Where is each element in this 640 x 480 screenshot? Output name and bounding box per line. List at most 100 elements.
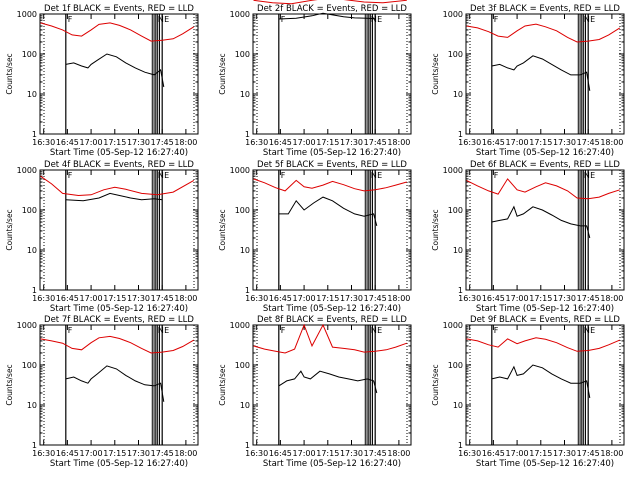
y-tick-label: 10 [453,401,463,410]
y-tick-label: 10 [240,90,250,99]
y-tick-label: 10 [27,246,37,255]
y-tick-label: 100 [235,361,250,370]
plot-frame [39,169,199,291]
x-tick-label: 17:00 [80,294,103,303]
event-marker-label: E [590,171,595,180]
panel-title: Det 5f BLACK = Events, RED = LLD [257,160,407,170]
x-tick-label: 17:15 [316,294,339,303]
y-tick-label: 100 [448,206,463,215]
x-axis-label: Start Time (05-Sep-12 16:27:40) [50,304,188,314]
chart-panel: Det 9f BLACK = Events, RED = LLD 1 10 100 10… [431,315,625,469]
plot-frame [252,13,412,135]
y-tick-label: 1 [458,286,463,295]
y-tick-label: 1000 [443,166,463,175]
x-tick-label: 17:30 [553,138,576,147]
x-tick-label: 17:00 [293,294,316,303]
y-tick-label: 1000 [230,321,250,330]
plot-frame [465,13,625,135]
event-marker-label: E [164,171,169,180]
x-axis-label: Start Time (05-Sep-12 16:27:40) [50,459,188,469]
y-tick-label: 100 [22,50,37,59]
x-tick-label: 17:30 [340,449,363,458]
y-tick-label: 100 [235,50,250,59]
lld-series-line [40,22,195,42]
events-series-line [65,53,165,88]
lld-series-line [466,337,620,352]
x-tick-label: 17:30 [340,294,363,303]
event-marker-label: E [377,15,382,24]
x-axis-label: Start Time (05-Sep-12 16:27:40) [50,148,188,158]
x-axis-label: Start Time (05-Sep-12 16:27:40) [263,304,401,314]
y-axis-label: Counts/sec [5,364,14,405]
events-series-line [278,370,378,394]
x-tick-label: 16:30 [245,294,268,303]
plot-frame [252,169,412,291]
x-tick-label: 17:00 [506,138,529,147]
lld-series-line [253,178,407,192]
chart-panel: Det 1f BLACK = Events, RED = LLD 1 10 100 10… [5,4,199,158]
chart-panel: Det 7f BLACK = Events, RED = LLD 1 10 100 10… [5,315,199,469]
event-marker-label: E [377,326,382,335]
x-tick-label: 17:45 [577,449,600,458]
x-tick-label: 17:30 [127,449,150,458]
y-tick-label: 10 [453,90,463,99]
event-marker-label: F [281,15,286,24]
x-tick-label: 17:15 [529,294,552,303]
y-axis-label: Counts/sec [218,209,227,250]
panel-title: Det 9f BLACK = Events, RED = LLD [470,315,620,325]
x-tick-label: 18:00 [387,138,410,147]
event-marker-label: F [281,171,286,180]
x-axis-label: Start Time (05-Sep-12 16:27:40) [476,459,614,469]
x-tick-label: 17:30 [553,294,576,303]
x-tick-label: 16:30 [458,294,481,303]
y-axis-label: Counts/sec [431,364,440,405]
x-tick-label: 17:00 [293,449,316,458]
y-tick-label: 100 [235,206,250,215]
lld-series-line [253,323,407,354]
x-tick-label: 16:30 [458,449,481,458]
chart-panel: Det 8f BLACK = Events, RED = LLD 1 10 100 10… [218,315,412,469]
plot-frame [465,169,625,291]
y-tick-label: 100 [22,361,37,370]
x-tick-label: 16:30 [32,138,55,147]
event-marker-label: F [281,326,286,335]
x-tick-label: 16:45 [482,449,505,458]
lld-series-line [466,23,621,43]
x-tick-label: 16:45 [482,138,505,147]
x-tick-label: 17:45 [364,294,387,303]
panel-title: Det 8f BLACK = Events, RED = LLD [257,315,407,325]
y-axis-label: Counts/sec [218,53,227,94]
x-tick-label: 17:45 [151,138,174,147]
x-axis-label: Start Time (05-Sep-12 16:27:40) [476,148,614,158]
y-tick-label: 1 [32,286,37,295]
x-tick-label: 16:30 [458,138,481,147]
x-axis-label: Start Time (05-Sep-12 16:27:40) [263,148,401,158]
plot-frame [252,324,412,446]
event-marker-label: E [590,326,595,335]
events-series-line [491,364,591,399]
y-tick-label: 1000 [17,10,37,19]
x-tick-label: 17:30 [127,138,150,147]
event-marker-label: N [584,15,590,24]
y-tick-label: 1000 [443,321,463,330]
y-tick-label: 1 [245,286,250,295]
x-tick-label: 16:30 [245,449,268,458]
x-tick-label: 17:00 [506,449,529,458]
x-tick-label: 16:30 [245,138,268,147]
y-tick-label: 10 [240,246,250,255]
chart-panel: Det 4f BLACK = Events, RED = LLD 1 10 100 10… [5,160,199,314]
event-marker-label: F [68,326,73,335]
event-marker-label: E [164,15,169,24]
event-marker-label: N [371,171,377,180]
x-tick-label: 17:45 [364,138,387,147]
x-tick-label: 18:00 [600,294,623,303]
x-tick-label: 16:45 [269,449,292,458]
x-tick-label: 18:00 [387,449,410,458]
chart-panel: Det 3f BLACK = Events, RED = LLD 1 10 100 10… [431,4,625,158]
x-tick-label: 17:45 [151,449,174,458]
y-tick-label: 1 [245,130,250,139]
event-marker-label: E [590,15,595,24]
y-tick-label: 1 [32,130,37,139]
y-tick-label: 100 [448,361,463,370]
